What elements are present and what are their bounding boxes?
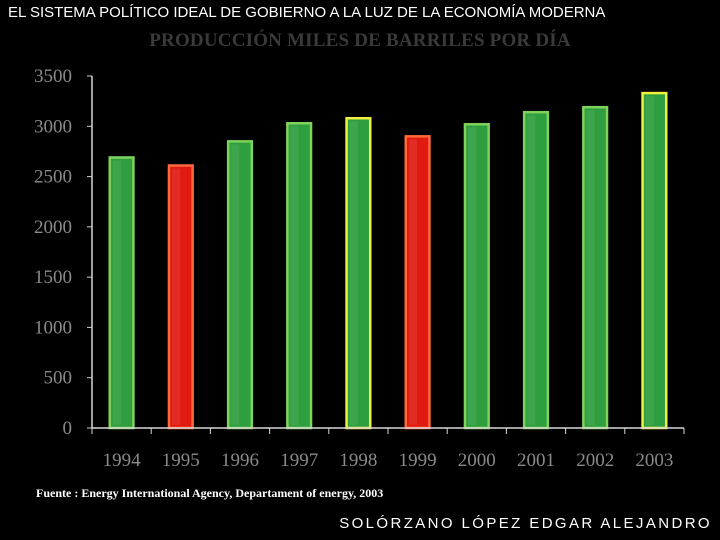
bar-highlight: [527, 115, 536, 425]
y-tick-label: 2500: [34, 167, 72, 188]
x-tick-label: 1995: [162, 450, 200, 471]
bar-highlight: [231, 144, 240, 425]
x-tick-label: 2002: [576, 450, 614, 471]
bar-highlight: [408, 139, 418, 426]
bar-highlight: [112, 160, 122, 425]
y-tick-label: 3000: [34, 116, 72, 137]
slide-header: EL SISTEMA POLÍTICO IDEAL DE GOBIERNO A …: [8, 4, 606, 21]
y-tick-label: 2000: [34, 217, 72, 238]
y-tick-label: 3500: [34, 66, 72, 87]
x-tick-label: 1998: [339, 450, 377, 471]
bars: [108, 91, 668, 430]
x-tick-label: 1999: [399, 450, 437, 471]
x-tick-label: 1994: [103, 450, 142, 471]
chart-title: PRODUCCIÓN MILES DE BARRILES POR DÍA: [149, 30, 571, 51]
author-name: SOLÓRZANO LÓPEZ EDGAR ALEJANDRO: [339, 515, 712, 532]
x-axis-ticks: 1994 1995 1996 1997 1998 1999 2000 2001 2002 2003: [91, 428, 685, 471]
x-tick-label: 1996: [221, 450, 259, 471]
x-tick-label: 2000: [458, 450, 496, 471]
x-tick-label: 1997: [280, 450, 318, 471]
bar-highlight: [171, 168, 181, 425]
x-tick-label: 2001: [517, 450, 555, 471]
bar-highlight: [290, 126, 299, 426]
y-tick-label: 0: [63, 418, 73, 439]
x-tick-label: 2003: [635, 450, 673, 471]
bar-highlight: [645, 96, 654, 426]
source-note: Fuente : Energy International Agency, De…: [36, 486, 384, 500]
y-axis-ticks: 0 500 1000 1500 2000 2500 3000 3500: [34, 66, 92, 439]
bar-highlight: [586, 110, 595, 426]
y-tick-label: 1500: [34, 267, 72, 288]
bar-highlight: [349, 121, 358, 426]
y-tick-label: 1000: [34, 317, 72, 338]
y-tick-label: 500: [44, 368, 73, 389]
bar-highlight: [467, 127, 477, 425]
